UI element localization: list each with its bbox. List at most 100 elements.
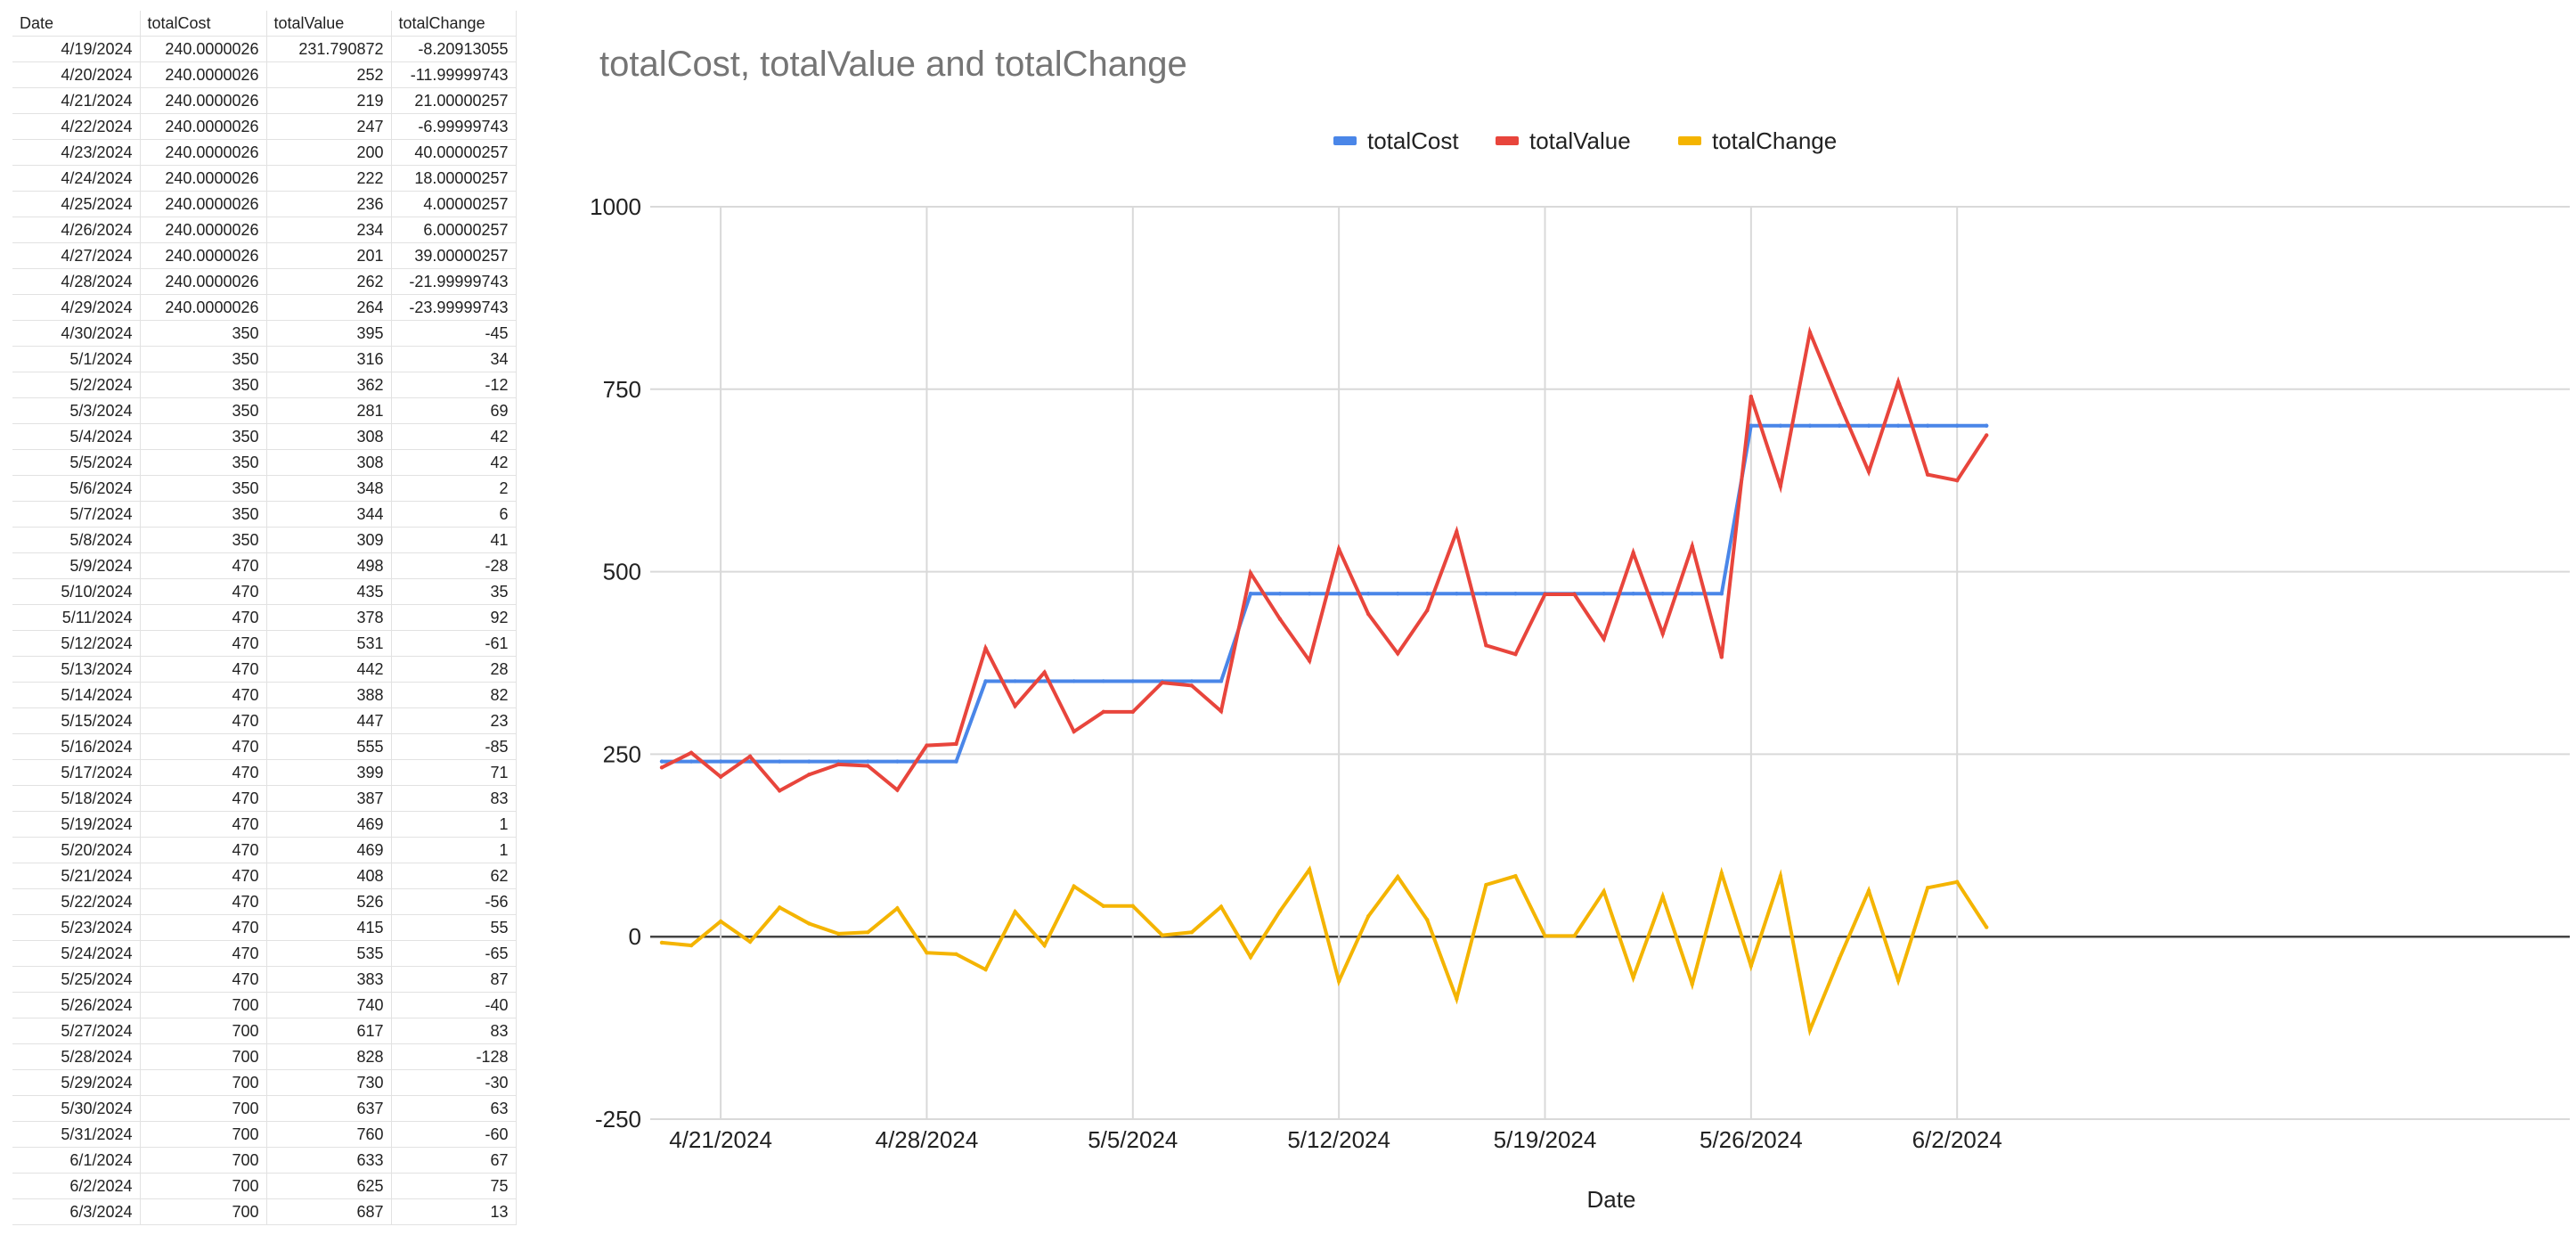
cost-cell[interactable]: 700 xyxy=(140,1018,267,1044)
value-cell[interactable]: 362 xyxy=(266,372,392,398)
date-cell[interactable]: 4/27/2024 xyxy=(12,242,141,269)
data-point[interactable] xyxy=(1866,470,1871,474)
cost-cell[interactable]: 700 xyxy=(140,1147,267,1174)
data-point[interactable] xyxy=(1219,904,1224,909)
cost-cell[interactable]: 700 xyxy=(140,1198,267,1225)
value-cell[interactable]: 200 xyxy=(266,139,392,166)
cost-cell[interactable]: 470 xyxy=(140,837,267,863)
header-total-value[interactable]: totalValue xyxy=(266,11,392,37)
data-point[interactable] xyxy=(1866,423,1871,428)
value-cell[interactable]: 309 xyxy=(266,527,392,553)
date-cell[interactable]: 4/28/2024 xyxy=(12,268,141,295)
data-point[interactable] xyxy=(1484,882,1488,887)
data-point[interactable] xyxy=(1690,544,1694,549)
cost-cell[interactable]: 240.0000026 xyxy=(140,113,267,140)
data-point[interactable] xyxy=(925,743,929,748)
cost-cell[interactable]: 470 xyxy=(140,863,267,889)
value-cell[interactable]: 687 xyxy=(266,1198,392,1225)
data-point[interactable] xyxy=(718,774,723,779)
cost-cell[interactable]: 350 xyxy=(140,320,267,347)
data-point[interactable] xyxy=(866,764,870,768)
date-cell[interactable]: 5/31/2024 xyxy=(12,1121,141,1148)
data-point[interactable] xyxy=(1807,1027,1813,1033)
change-cell[interactable]: 35 xyxy=(391,578,517,605)
cost-cell[interactable]: 700 xyxy=(140,992,267,1018)
value-cell[interactable]: 498 xyxy=(266,552,392,579)
value-cell[interactable]: 625 xyxy=(266,1173,392,1199)
data-point[interactable] xyxy=(1749,394,1754,399)
date-cell[interactable]: 5/21/2024 xyxy=(12,863,141,889)
data-point[interactable] xyxy=(983,646,988,650)
data-point[interactable] xyxy=(1101,709,1105,715)
cost-cell[interactable]: 470 xyxy=(140,733,267,760)
data-point[interactable] xyxy=(1866,888,1871,893)
data-point[interactable] xyxy=(778,905,782,910)
data-point[interactable] xyxy=(747,939,753,945)
data-point[interactable] xyxy=(1425,608,1430,613)
data-point[interactable] xyxy=(1985,433,1989,438)
date-cell[interactable]: 5/11/2024 xyxy=(12,604,141,631)
data-point[interactable] xyxy=(659,759,664,764)
date-cell[interactable]: 4/30/2024 xyxy=(12,320,141,347)
value-cell[interactable]: 264 xyxy=(266,294,392,321)
date-cell[interactable]: 5/27/2024 xyxy=(12,1018,141,1044)
cost-cell[interactable]: 470 xyxy=(140,914,267,941)
data-point[interactable] xyxy=(1837,956,1842,961)
change-cell[interactable]: 62 xyxy=(391,863,517,889)
cost-cell[interactable]: 240.0000026 xyxy=(140,191,267,217)
change-cell[interactable]: 18.00000257 xyxy=(391,165,517,192)
data-point[interactable] xyxy=(1189,683,1194,688)
change-cell[interactable]: 42 xyxy=(391,423,517,450)
cost-cell[interactable]: 350 xyxy=(140,527,267,553)
header-date[interactable]: Date xyxy=(12,11,141,37)
change-cell[interactable]: 6.00000257 xyxy=(391,217,517,243)
cost-cell[interactable]: 700 xyxy=(140,1173,267,1199)
value-cell[interactable]: 526 xyxy=(266,888,392,915)
date-cell[interactable]: 4/29/2024 xyxy=(12,294,141,321)
data-point[interactable] xyxy=(1660,632,1665,636)
data-point[interactable] xyxy=(836,762,841,767)
change-cell[interactable]: 1 xyxy=(391,837,517,863)
data-point[interactable] xyxy=(1985,423,1989,428)
data-point[interactable] xyxy=(1572,934,1577,938)
data-point[interactable] xyxy=(1955,478,1960,483)
change-cell[interactable]: 41 xyxy=(391,527,517,553)
date-cell[interactable]: 4/25/2024 xyxy=(12,191,141,217)
data-point[interactable] xyxy=(718,759,723,764)
data-point[interactable] xyxy=(689,759,694,764)
change-cell[interactable]: 23 xyxy=(391,707,517,734)
cost-cell[interactable]: 240.0000026 xyxy=(140,61,267,88)
date-cell[interactable]: 5/15/2024 xyxy=(12,707,141,734)
data-point[interactable] xyxy=(807,759,811,764)
date-cell[interactable]: 4/21/2024 xyxy=(12,87,141,114)
change-cell[interactable]: 63 xyxy=(391,1095,517,1122)
change-cell[interactable]: -40 xyxy=(391,992,517,1018)
value-cell[interactable]: 252 xyxy=(266,61,392,88)
value-cell[interactable]: 435 xyxy=(266,578,392,605)
data-point[interactable] xyxy=(1307,867,1312,872)
data-point[interactable] xyxy=(1396,591,1400,596)
date-cell[interactable]: 6/1/2024 xyxy=(12,1147,141,1174)
data-point[interactable] xyxy=(954,759,958,764)
value-cell[interactable]: 408 xyxy=(266,863,392,889)
date-cell[interactable]: 4/26/2024 xyxy=(12,217,141,243)
date-cell[interactable]: 4/23/2024 xyxy=(12,139,141,166)
data-point[interactable] xyxy=(1690,982,1694,986)
data-point[interactable] xyxy=(1749,423,1754,428)
header-total-cost[interactable]: totalCost xyxy=(140,11,267,37)
data-point[interactable] xyxy=(1631,591,1635,596)
data-point[interactable] xyxy=(836,759,841,764)
data-point[interactable] xyxy=(1925,886,1930,890)
data-point[interactable] xyxy=(1690,591,1694,596)
data-point[interactable] xyxy=(1455,529,1459,534)
value-cell[interactable]: 617 xyxy=(266,1018,392,1044)
cost-cell[interactable]: 240.0000026 xyxy=(140,36,267,62)
data-point[interactable] xyxy=(1602,636,1606,642)
change-cell[interactable]: -28 xyxy=(391,552,517,579)
cost-cell[interactable]: 470 xyxy=(140,811,267,838)
date-cell[interactable]: 5/26/2024 xyxy=(12,992,141,1018)
data-point[interactable] xyxy=(1895,423,1901,428)
data-point[interactable] xyxy=(954,952,958,957)
data-point[interactable] xyxy=(895,906,900,911)
date-cell[interactable]: 5/12/2024 xyxy=(12,630,141,657)
